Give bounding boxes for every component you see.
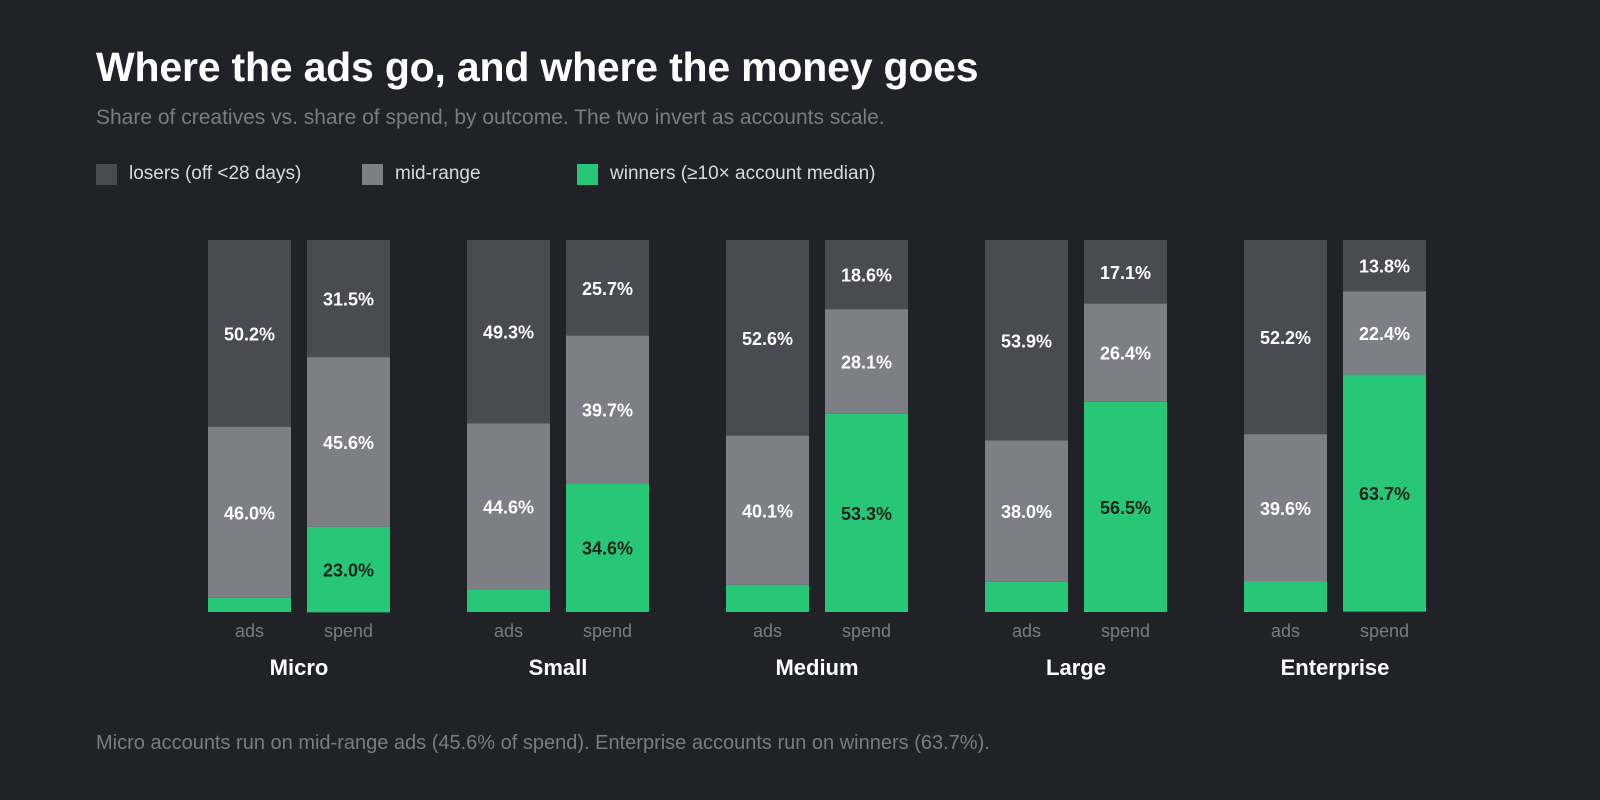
data-label-enterprise-ads-mid-range: 39.6% xyxy=(1260,499,1311,519)
bar-label-medium-spend: spend xyxy=(842,621,891,641)
legend-label-winners: winners (≥10× account median) xyxy=(610,163,876,184)
data-label-large-spend-losers: 17.1% xyxy=(1100,263,1151,283)
data-label-medium-spend-losers: 18.6% xyxy=(841,266,892,286)
bar-segment-enterprise-spend-mid-range xyxy=(1343,291,1426,375)
data-label-micro-ads-mid-range: 46.0% xyxy=(224,503,275,523)
bar-segment-micro-ads-mid-range xyxy=(208,426,291,598)
bar-segment-medium-ads-winners xyxy=(726,584,809,612)
bar-label-large-spend: spend xyxy=(1101,621,1150,641)
bar-segment-enterprise-spend-losers xyxy=(1343,240,1426,292)
data-label-large-spend-mid-range: 26.4% xyxy=(1100,344,1151,364)
legend-label-mid-range: mid-range xyxy=(395,163,481,184)
group-label-enterprise: Enterprise xyxy=(1281,655,1390,680)
bar-segment-medium-spend-losers xyxy=(825,240,908,310)
bar-label-micro-ads: ads xyxy=(235,621,264,641)
data-label-enterprise-spend-winners: 63.7% xyxy=(1359,484,1410,504)
bar-segment-enterprise-ads-mid-range xyxy=(1244,434,1327,582)
bar-label-enterprise-ads: ads xyxy=(1271,621,1300,641)
bar-label-small-ads: ads xyxy=(494,621,523,641)
data-label-medium-ads-losers: 52.6% xyxy=(742,329,793,349)
data-label-micro-spend-mid-range: 45.6% xyxy=(323,433,374,453)
bar-segment-large-spend-winners xyxy=(1084,401,1167,612)
data-label-micro-spend-winners: 23.0% xyxy=(323,561,374,581)
bar-segment-small-spend-winners xyxy=(566,483,649,612)
bar-segment-small-ads-winners xyxy=(467,589,550,612)
bar-segment-micro-spend-losers xyxy=(307,240,390,358)
data-label-micro-ads-losers: 50.2% xyxy=(224,324,275,344)
bar-segment-micro-spend-winners xyxy=(307,526,390,613)
bar-segment-medium-ads-mid-range xyxy=(726,435,809,585)
group-label-small: Small xyxy=(529,655,588,680)
legend-label-losers: losers (off <28 days) xyxy=(129,163,302,184)
data-label-small-spend-losers: 25.7% xyxy=(582,279,633,299)
data-label-large-ads-losers: 53.9% xyxy=(1001,331,1052,351)
chart-footnote: Micro accounts run on mid-range ads (45.… xyxy=(96,732,990,754)
group-label-micro: Micro xyxy=(270,655,329,680)
data-label-large-ads-mid-range: 38.0% xyxy=(1001,502,1052,522)
bar-segment-micro-ads-losers xyxy=(208,240,291,427)
bar-segment-large-spend-mid-range xyxy=(1084,303,1167,402)
legend-swatch-winners xyxy=(577,163,598,185)
bar-segment-large-ads-losers xyxy=(985,240,1068,441)
bar-segment-small-ads-mid-range xyxy=(467,423,550,590)
bar-segment-small-ads-losers xyxy=(467,240,550,424)
data-label-medium-spend-winners: 53.3% xyxy=(841,504,892,524)
bar-label-enterprise-spend: spend xyxy=(1360,621,1409,641)
bar-segment-large-ads-mid-range xyxy=(985,440,1068,582)
bar-segment-medium-ads-losers xyxy=(726,240,809,436)
bar-label-medium-ads: ads xyxy=(753,621,782,641)
bar-label-micro-spend: spend xyxy=(324,621,373,641)
bar-segment-small-spend-mid-range xyxy=(566,335,649,484)
group-label-medium: Medium xyxy=(775,655,858,680)
chart-subtitle: Share of creatives vs. share of spend, b… xyxy=(96,106,885,129)
legend-item-mid-range: mid-range xyxy=(362,163,481,185)
bar-segment-enterprise-spend-winners xyxy=(1343,374,1426,612)
chart-title: Where the ads go, and where the money go… xyxy=(96,44,979,90)
legend-item-winners: winners (≥10× account median) xyxy=(577,163,875,185)
bar-label-large-ads: ads xyxy=(1012,621,1041,641)
bar-segment-enterprise-ads-losers xyxy=(1244,240,1327,435)
legend-swatch-losers xyxy=(96,163,117,185)
data-label-micro-spend-losers: 31.5% xyxy=(323,290,374,310)
bar-segment-medium-spend-winners xyxy=(825,413,908,612)
bar-segment-micro-ads-winners xyxy=(208,597,291,612)
data-label-medium-ads-mid-range: 40.1% xyxy=(742,501,793,521)
bar-segment-enterprise-ads-winners xyxy=(1244,581,1327,612)
bar-label-small-spend: spend xyxy=(583,621,632,641)
legend-item-losers: losers (off <28 days) xyxy=(96,163,301,185)
data-label-enterprise-ads-losers: 52.2% xyxy=(1260,328,1311,348)
data-label-small-ads-mid-range: 44.6% xyxy=(483,497,534,517)
data-label-small-ads-losers: 49.3% xyxy=(483,323,534,343)
bar-segment-large-spend-losers xyxy=(1084,240,1167,304)
data-label-large-spend-winners: 56.5% xyxy=(1100,498,1151,518)
group-label-large: Large xyxy=(1046,655,1106,680)
data-label-enterprise-spend-losers: 13.8% xyxy=(1359,257,1410,277)
data-label-enterprise-spend-mid-range: 22.4% xyxy=(1359,324,1410,344)
bar-segment-medium-spend-mid-range xyxy=(825,309,908,414)
data-label-medium-spend-mid-range: 28.1% xyxy=(841,352,892,372)
legend-swatch-mid-range xyxy=(362,163,383,185)
data-label-small-spend-winners: 34.6% xyxy=(582,539,633,559)
bar-segment-micro-spend-mid-range xyxy=(307,357,390,527)
bar-segment-large-ads-winners xyxy=(985,581,1068,612)
data-label-small-spend-mid-range: 39.7% xyxy=(582,400,633,420)
bar-segment-small-spend-losers xyxy=(566,240,649,336)
